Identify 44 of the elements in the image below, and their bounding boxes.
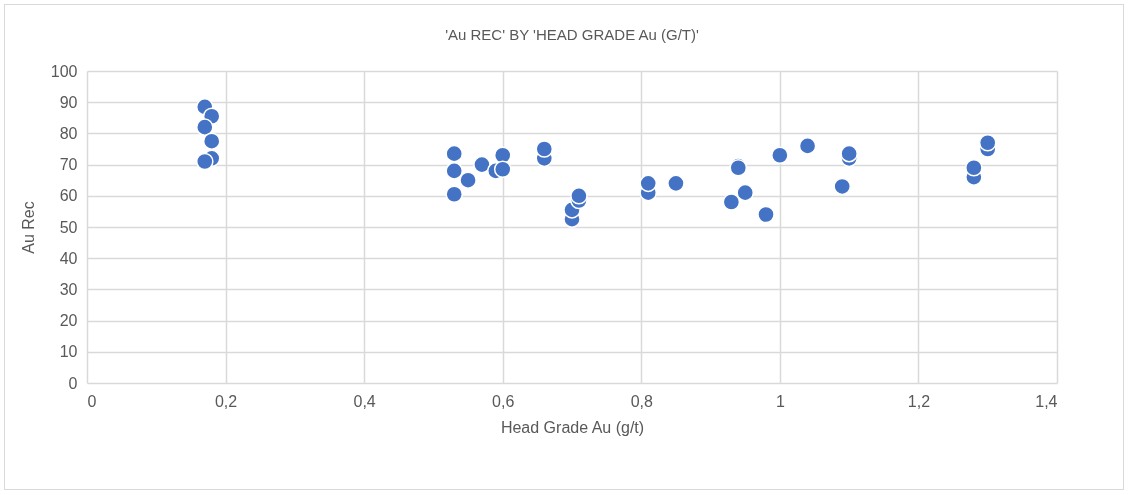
- x-tick-label: 0: [87, 392, 97, 410]
- y-tick-label: 10: [59, 343, 78, 361]
- point: [473, 155, 491, 174]
- point: [195, 152, 214, 171]
- x-tick-label: 0,4: [353, 392, 376, 410]
- x-axis-title: Head Grade Au (g/t): [500, 418, 645, 436]
- chart-title: 'Au REC' BY 'HEAD GRADE Au (G/T)': [445, 26, 699, 43]
- point: [736, 183, 755, 202]
- point: [639, 174, 658, 193]
- y-tick-label: 70: [59, 156, 78, 174]
- point: [570, 187, 588, 205]
- point: [798, 137, 817, 155]
- point: [202, 132, 221, 150]
- point: [840, 144, 858, 163]
- x-tick-label: 1,4: [1035, 392, 1058, 410]
- y-tick-label: 0: [68, 374, 78, 392]
- y-tick-label: 100: [50, 62, 78, 80]
- x-tick-label: 1,2: [907, 392, 931, 410]
- x-tick-label: 0,8: [630, 392, 653, 410]
- y-tick-label: 90: [59, 93, 78, 111]
- point: [445, 162, 464, 180]
- x-tick-label: 1: [775, 392, 785, 410]
- y-tick-label: 30: [59, 280, 78, 298]
- y-tick-label: 20: [59, 312, 78, 330]
- x-tick-label: 0,2: [214, 392, 238, 410]
- point: [757, 205, 775, 224]
- point: [978, 133, 997, 152]
- x-tick-label: 0,6: [492, 392, 515, 410]
- y-tick-label: 40: [59, 249, 78, 267]
- y-tick-label: 50: [59, 218, 78, 236]
- point: [535, 140, 554, 158]
- point: [833, 177, 852, 196]
- point: [493, 160, 512, 179]
- y-tick-label: 60: [59, 187, 78, 205]
- y-tick-label: 80: [59, 124, 78, 142]
- point: [195, 118, 214, 136]
- y-axis-title: Au Rec: [19, 201, 37, 254]
- point: [445, 144, 464, 163]
- point: [965, 158, 983, 177]
- point: [459, 171, 477, 189]
- point: [771, 146, 789, 165]
- point: [722, 193, 741, 211]
- point: [667, 174, 685, 193]
- point: [445, 185, 464, 204]
